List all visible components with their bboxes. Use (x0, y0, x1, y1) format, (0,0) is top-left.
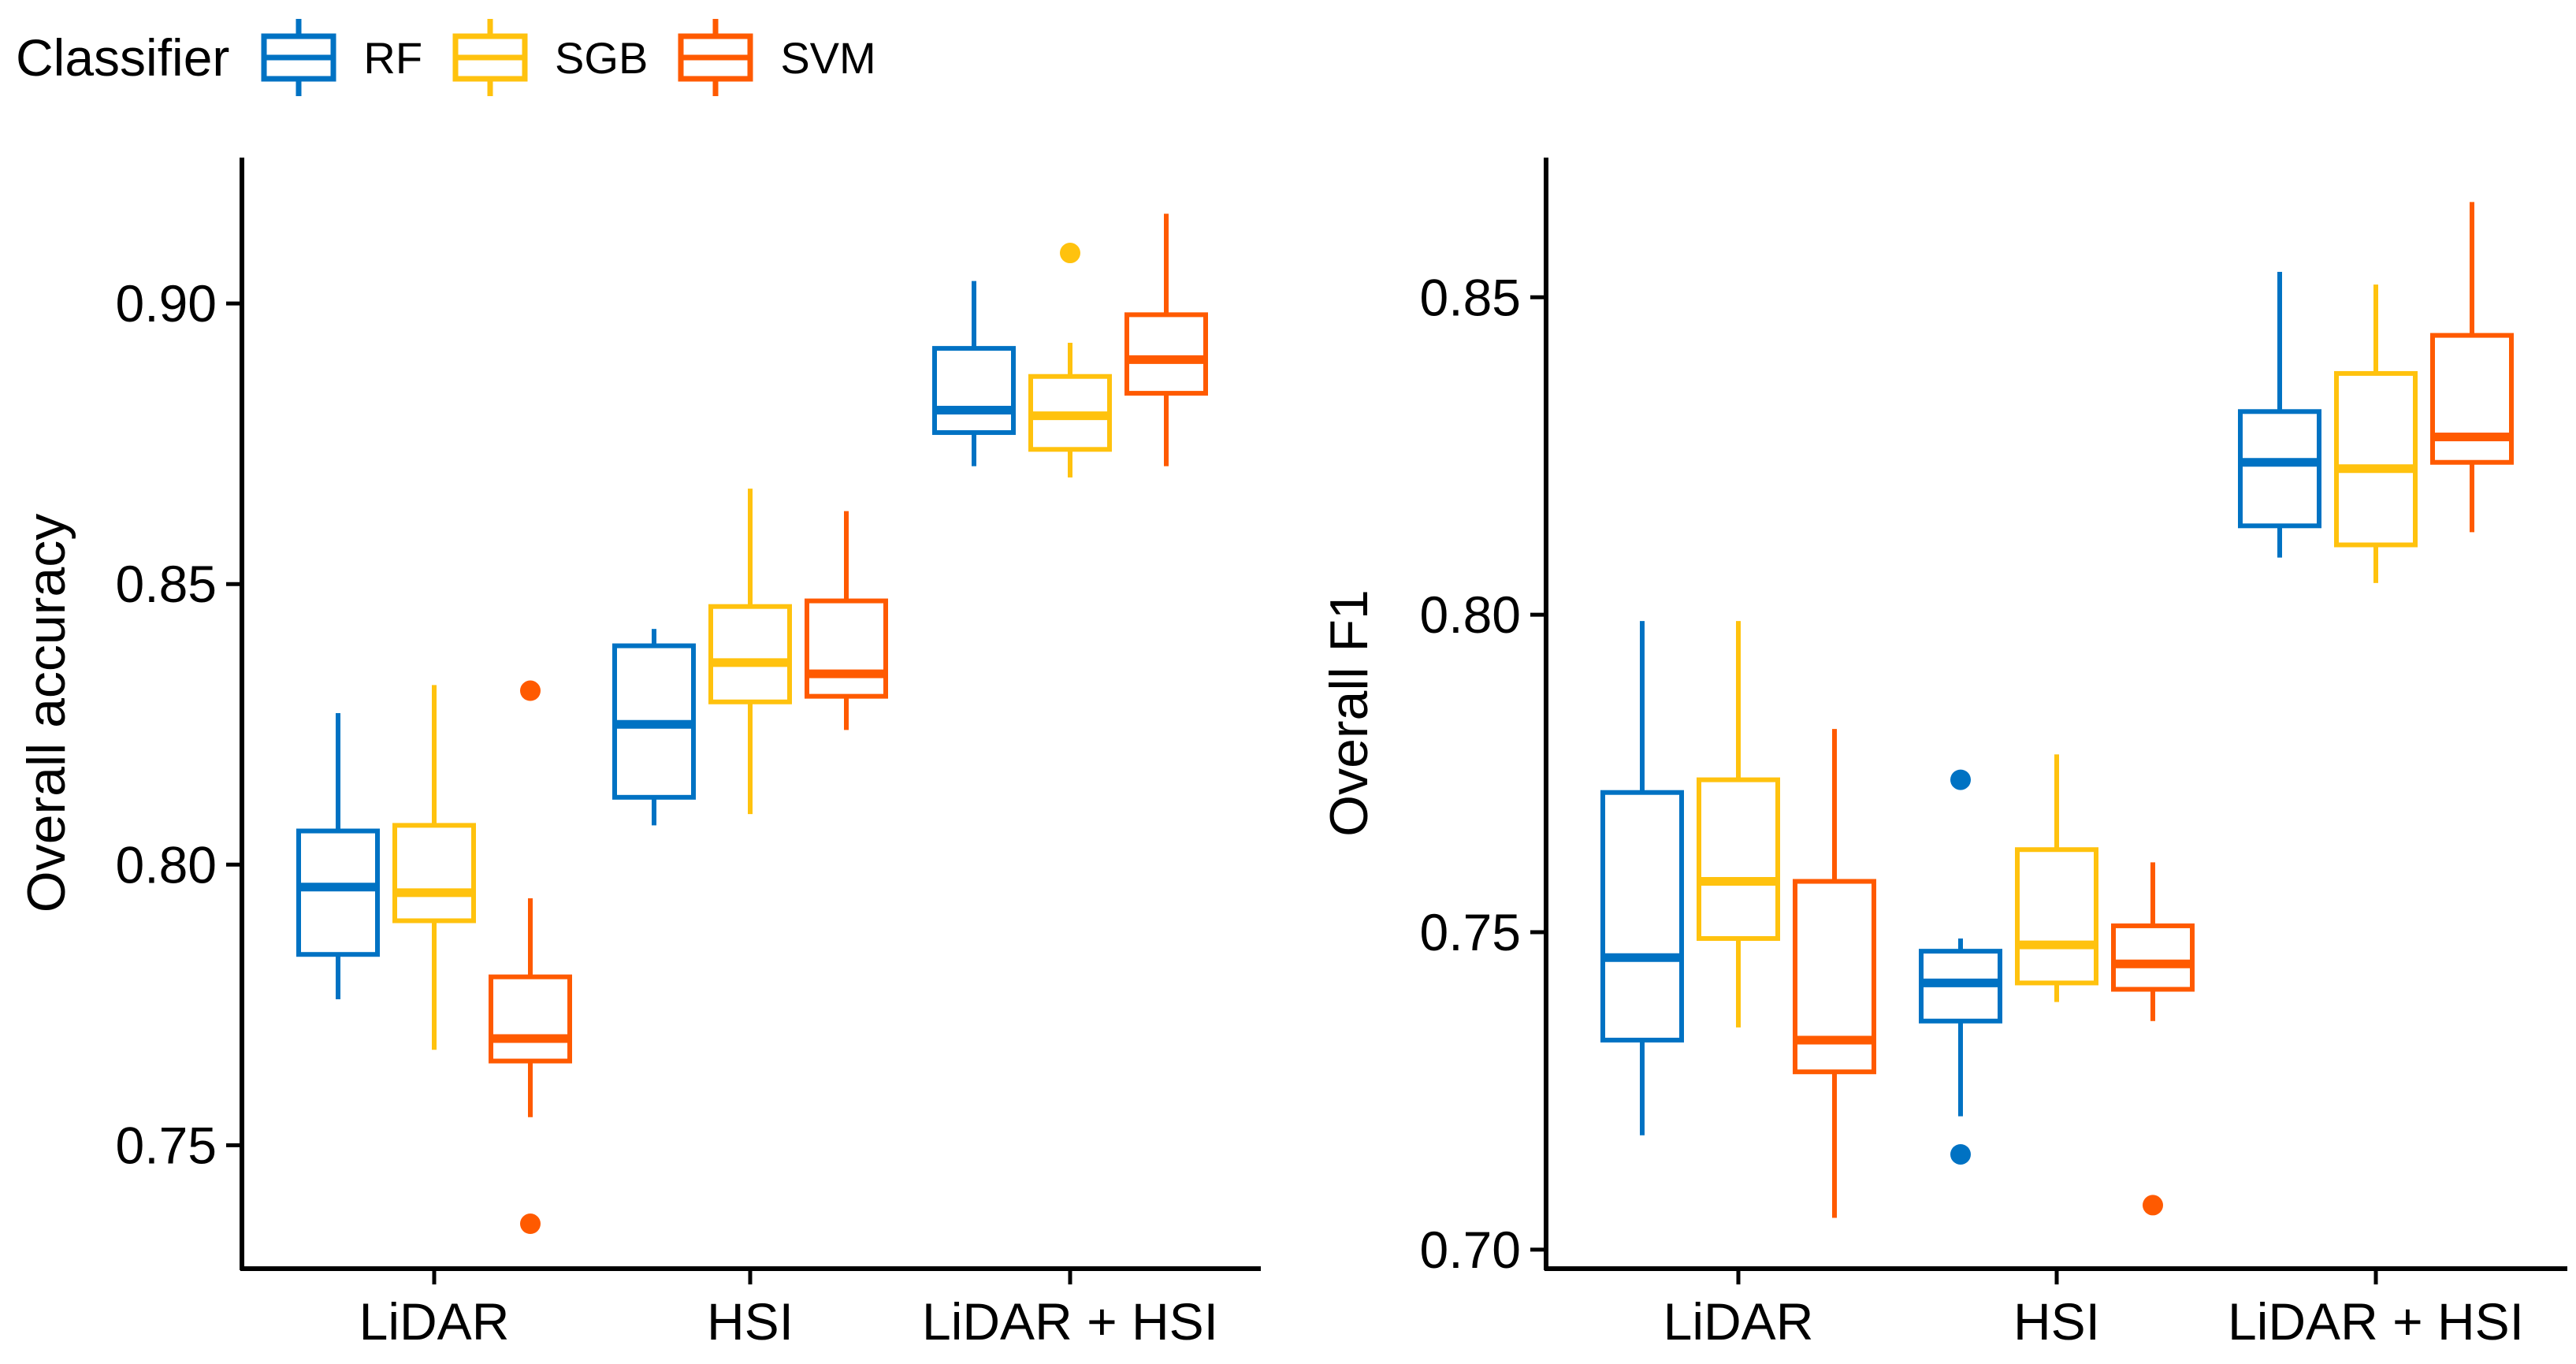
box-sgb-1 (708, 489, 792, 815)
box-rf-2 (2238, 272, 2321, 558)
x-tick-label: HSI (2013, 1292, 2100, 1351)
y-tick-label: 0.75 (116, 1116, 217, 1174)
legend-label-rf: RF (363, 32, 423, 83)
x-tick-label: LiDAR + HSI (2228, 1292, 2524, 1351)
box-iqr (1697, 777, 1780, 942)
box-iqr (708, 604, 792, 704)
box-rf-1 (612, 629, 696, 826)
box-svm-0 (1793, 729, 1876, 1218)
box-rf-2 (932, 281, 1016, 466)
x-tick-label: HSI (707, 1292, 794, 1351)
box-sgb-2 (2334, 284, 2418, 583)
f1-panel: 0.70 0.75 0.80 0.85 LiDAR HSI LiDAR + HSI Overa… (1319, 158, 2567, 1351)
legend-title: Classifier (16, 28, 230, 87)
box-svm-0 (489, 680, 572, 1235)
box-svm-1 (2111, 862, 2195, 1216)
legend-key-svm (678, 19, 753, 96)
y-axis-title: Overall F1 (1319, 589, 1379, 837)
legend-item-rf: RF (258, 14, 422, 101)
box-iqr (489, 974, 572, 1064)
box-sgb-0 (392, 685, 476, 1050)
x-tick-label: LiDAR + HSI (922, 1292, 1218, 1351)
x-tick-label: LiDAR (1663, 1292, 1814, 1351)
box-iqr (296, 828, 380, 957)
outlier-point (520, 680, 541, 701)
legend-label-sgb: SGB (555, 32, 649, 83)
box-iqr (2334, 370, 2418, 548)
y-axis-title: Overall accuracy (17, 514, 76, 912)
box-iqr (2111, 923, 2195, 992)
y-tick-label: 0.80 (116, 835, 217, 894)
box-rf-1 (1919, 769, 2002, 1165)
outlier-point (1060, 243, 1080, 264)
box-sgb-2 (1028, 243, 1112, 478)
y-tick-label: 0.75 (1420, 903, 1521, 961)
y-tick-label: 0.80 (1420, 585, 1521, 644)
box-iqr (805, 598, 888, 699)
box-iqr (1600, 790, 1684, 1043)
legend: Classifier RF SGB SVM (16, 14, 903, 101)
box-sgb-0 (1697, 621, 1780, 1028)
legend-item-sgb: SGB (449, 14, 648, 101)
outlier-point (1950, 1143, 1971, 1165)
box-iqr (932, 346, 1016, 435)
y-tick-label: 0.70 (1420, 1221, 1521, 1279)
outlier-point (1950, 769, 1971, 790)
y-tick-label: 0.90 (116, 274, 217, 333)
legend-label-svm: SVM (780, 32, 876, 83)
box-iqr (392, 823, 476, 924)
legend-key-rf (261, 19, 336, 96)
y-tick-label: 0.85 (116, 555, 217, 613)
legend-item-svm: SVM (675, 14, 876, 101)
x-tick-label: LiDAR (359, 1292, 510, 1351)
y-tick-label: 0.85 (1420, 268, 1521, 326)
box-iqr (2015, 847, 2098, 986)
accuracy-panel: 0.75 0.80 0.85 0.90 LiDAR HSI LiDAR + HSI Overa… (17, 158, 1261, 1351)
box-iqr (2430, 333, 2514, 465)
box-rf-0 (1600, 621, 1684, 1135)
box-svm-2 (1124, 214, 1208, 466)
outlier-point (520, 1213, 541, 1235)
box-svm-2 (2430, 202, 2514, 533)
box-rf-0 (296, 713, 380, 1000)
box-iqr (2238, 409, 2321, 529)
box-svm-1 (805, 511, 888, 730)
box-sgb-1 (2015, 754, 2098, 1002)
outlier-point (2143, 1195, 2163, 1216)
legend-key-sgb (452, 19, 528, 96)
box-iqr (1124, 312, 1208, 396)
